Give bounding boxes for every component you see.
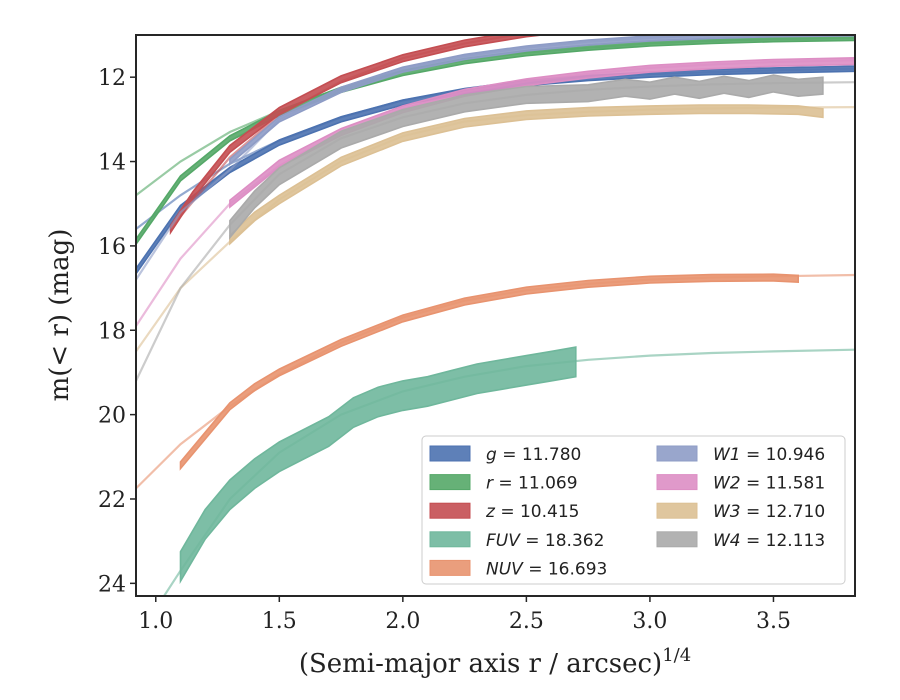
x-tick-label: 2.0 xyxy=(385,609,420,634)
x-tick-label: 1.0 xyxy=(138,609,173,634)
legend-swatch-fuv xyxy=(429,531,471,548)
legend-label-w1: W1 = 10.946 xyxy=(713,445,825,465)
x-tick-label: 1.5 xyxy=(262,609,297,634)
y-axis-label: m(< r) (mag) xyxy=(45,229,75,402)
x-tick-label: 2.5 xyxy=(509,609,544,634)
legend-frame xyxy=(421,435,846,585)
x-tick-label: 3.5 xyxy=(756,609,791,634)
legend-label-z: z = 10.415 xyxy=(485,502,579,522)
legend-swatch-w3 xyxy=(656,502,698,519)
series-fuv-data-band xyxy=(179,346,577,585)
x-axis-label-text: (Semi-major axis r / arcsec) xyxy=(299,649,662,679)
legend-swatch-w2 xyxy=(656,474,698,491)
series-layer xyxy=(136,35,855,596)
legend-label-r: r = 11.069 xyxy=(486,474,578,494)
legend-swatch-w4 xyxy=(656,531,698,548)
y-tick-label: 18 xyxy=(98,319,126,344)
legend-label-nuv: NUV = 16.693 xyxy=(486,559,607,579)
y-tick-label: 12 xyxy=(98,66,126,91)
series-w1-data-band xyxy=(229,35,855,166)
y-tick-label: 22 xyxy=(98,488,126,513)
series-nuv-data-band xyxy=(179,273,800,471)
y-tick-label: 20 xyxy=(98,404,126,429)
series-w3-data-band xyxy=(229,104,824,246)
legend-label-w4: W4 = 12.113 xyxy=(713,531,825,551)
y-tick-label: 14 xyxy=(98,151,126,176)
x-tick-label: 3.0 xyxy=(632,609,667,634)
legend-swatch-w1 xyxy=(656,445,698,462)
plot-frame xyxy=(135,34,856,597)
legend-label-g: g = 11.780 xyxy=(486,445,581,465)
x-axis-label-exponent: 1/4 xyxy=(662,645,691,666)
y-tick-label: 24 xyxy=(98,572,126,597)
series-w4-data-band xyxy=(229,74,824,240)
legend: g = 11.780 r = 11.069 z = 10.415 FUV = 18.3… xyxy=(421,435,846,585)
axes-ticks: 1.0 1.5 2.0 2.5 3.0 3.5 12 14 16 18 20 22 24 xyxy=(98,66,791,634)
series-g-data-band xyxy=(136,65,855,276)
series-z-data-band xyxy=(169,35,550,236)
legend-swatch-r xyxy=(429,474,471,491)
legend-swatch-g xyxy=(429,445,471,462)
legend-label-w3: W3 = 12.710 xyxy=(713,502,825,522)
y-tick-label: 16 xyxy=(98,235,126,260)
legend-swatch-z xyxy=(429,502,471,519)
x-axis-label: (Semi-major axis r / arcsec)1/4 xyxy=(299,645,691,679)
legend-label-fuv: FUV = 18.362 xyxy=(486,531,604,551)
legend-swatch-nuv xyxy=(429,559,471,576)
legend-label-w2: W2 = 11.581 xyxy=(713,474,825,494)
